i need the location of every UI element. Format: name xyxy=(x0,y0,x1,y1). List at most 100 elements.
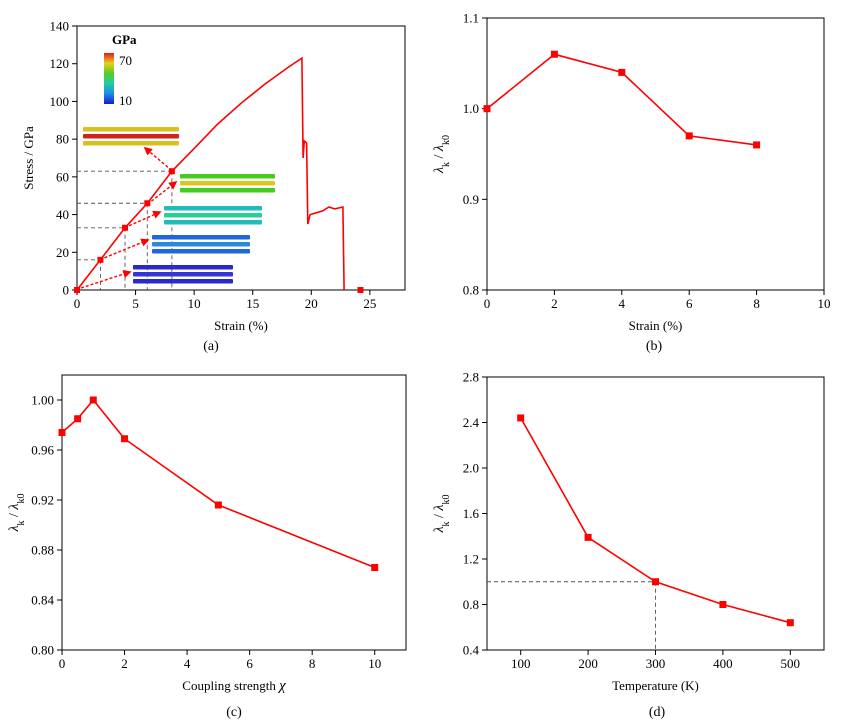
chart-panel-b: 0 2 4 6 8 10 0.8 0.9 1.0 1.1 Strain (%) λk / λk0 (b) xyxy=(432,11,831,355)
data-point xyxy=(371,564,379,571)
snapshot-arrow xyxy=(143,146,169,168)
x-tick-label: 400 xyxy=(713,656,733,671)
y-tick-label: 0.8 xyxy=(463,283,479,298)
y-tick-label: 1.00 xyxy=(31,393,54,408)
x-tick-label: 2 xyxy=(551,296,558,311)
x-tick-label: 6 xyxy=(686,296,693,311)
y-tick-label: 2.4 xyxy=(463,415,480,430)
y-tick-label: 2.8 xyxy=(463,370,479,385)
y-tick-label: 0.96 xyxy=(31,443,54,458)
data-point xyxy=(74,415,82,423)
y-axis-label: λk / λk0 xyxy=(432,494,452,533)
y-axis-label-text: λk / λk0 xyxy=(432,494,452,533)
x-tick-label: 8 xyxy=(309,656,316,671)
data-point xyxy=(97,256,104,263)
y-tick-label: 2.0 xyxy=(463,461,479,476)
chart-panel-a: 0 5 10 15 20 25 0 20 40 60 80 100 120 140 Strain (%) St… xyxy=(21,19,406,354)
data-point xyxy=(618,68,626,76)
snapshot-layer xyxy=(83,134,179,139)
plot-frame xyxy=(61,374,407,651)
snapshot-layer xyxy=(164,220,262,225)
data-point xyxy=(786,619,794,627)
snapshot-layer xyxy=(164,213,262,218)
data-point xyxy=(214,501,222,509)
y-tick-label: 0.88 xyxy=(31,543,54,558)
snapshot-arrow xyxy=(128,210,162,227)
y-axis-label: λk / λk0 xyxy=(7,493,27,532)
y-tick-label: 0.80 xyxy=(31,643,54,658)
x-tick-label: 8 xyxy=(753,296,760,311)
panel-caption: (c) xyxy=(226,705,242,720)
chart-panel-d: 100 200 300 400 500 0.4 0.8 1.2 1.6 2.0 2.4 2.8 Temp… xyxy=(432,370,825,720)
x-tick-label: 6 xyxy=(246,656,253,671)
plot-frame xyxy=(486,17,825,291)
x-tick-label: 4 xyxy=(619,296,626,311)
x-tick-label: 4 xyxy=(184,656,191,671)
x-tick-label: 20 xyxy=(305,296,318,311)
snapshot-layer xyxy=(133,279,233,284)
snapshot-layer xyxy=(180,188,275,193)
data-point xyxy=(74,287,80,293)
colorbar-title: GPa xyxy=(112,32,137,47)
y-axis-label: λk / λk0 xyxy=(432,135,452,174)
x-tick-label: 0 xyxy=(484,296,491,311)
y-tick-label: 40 xyxy=(56,207,69,222)
y-tick-label: 0.84 xyxy=(31,593,54,608)
data-point xyxy=(168,168,175,175)
y-tick-label: 1.6 xyxy=(463,506,480,521)
x-axis-label: Temperature (K) xyxy=(612,678,699,693)
snapshot-layer xyxy=(180,174,275,179)
chart-panel-c: 0 2 4 6 8 10 0.80 0.84 0.88 0.92 0.96 1.00 Coupling … xyxy=(7,374,407,720)
data-point xyxy=(517,414,525,422)
data-point xyxy=(483,105,491,113)
snapshot-layer xyxy=(152,242,250,247)
y-axis-label-text: λk / λk0 xyxy=(432,135,452,174)
panel-caption: (b) xyxy=(646,339,663,354)
data-point xyxy=(89,396,97,404)
x-tick-label: 200 xyxy=(578,656,598,671)
stress-strain-curve xyxy=(76,56,345,291)
plot-frame xyxy=(76,25,406,291)
y-tick-label: 1.1 xyxy=(463,11,479,26)
colorbar-min-label: 10 xyxy=(119,93,132,108)
y-tick-label: 1.0 xyxy=(463,101,479,116)
series-line xyxy=(61,398,375,569)
snapshot-layer xyxy=(133,272,233,277)
snapshot-layer xyxy=(152,249,250,254)
panel-caption: (a) xyxy=(203,339,219,354)
snapshot-layer xyxy=(164,206,262,211)
snapshot-layer xyxy=(180,181,275,186)
snapshot-layer xyxy=(83,127,179,132)
y-axis-label-text: λk / λk0 xyxy=(7,493,27,532)
x-axis-label: Strain (%) xyxy=(629,318,683,333)
x-axis-label: Strain (%) xyxy=(214,318,268,333)
y-tick-label: 0.4 xyxy=(463,643,480,658)
x-tick-label: 10 xyxy=(818,296,831,311)
snapshot-layer xyxy=(83,141,179,146)
x-tick-label: 500 xyxy=(781,656,801,671)
x-tick-label: 10 xyxy=(188,296,201,311)
x-tick-label: 10 xyxy=(368,656,381,671)
y-tick-label: 120 xyxy=(50,56,70,71)
colorbar xyxy=(104,53,114,104)
y-tick-label: 60 xyxy=(56,169,69,184)
series-line xyxy=(486,53,757,146)
x-tick-label: 2 xyxy=(121,656,128,671)
x-tick-label: 15 xyxy=(246,296,259,311)
panel-caption: (d) xyxy=(649,705,666,720)
data-point xyxy=(122,224,129,231)
y-axis-label: Stress / GPa xyxy=(21,126,36,190)
y-tick-label: 0.8 xyxy=(463,597,479,612)
y-tick-label: 100 xyxy=(50,94,70,109)
snapshot-strain-6 xyxy=(180,174,275,193)
data-point xyxy=(144,200,151,207)
y-tick-label: 0.9 xyxy=(463,192,479,207)
data-point xyxy=(357,287,364,293)
data-point xyxy=(652,578,659,586)
y-tick-label: 20 xyxy=(56,245,69,260)
snapshot-strain-8 xyxy=(83,127,179,146)
data-point xyxy=(719,601,727,608)
x-tick-label: 25 xyxy=(363,296,376,311)
snapshot-strain-0 xyxy=(133,265,233,284)
